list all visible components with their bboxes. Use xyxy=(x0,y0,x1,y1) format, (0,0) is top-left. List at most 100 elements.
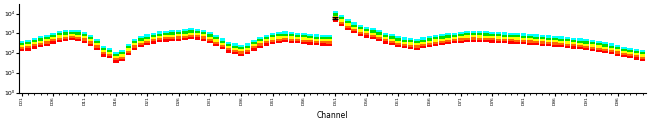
Bar xyxy=(63,32,68,35)
Bar xyxy=(176,32,181,34)
Bar xyxy=(533,39,539,41)
Bar xyxy=(621,46,627,49)
Bar xyxy=(257,43,263,46)
Bar xyxy=(176,30,181,32)
Bar xyxy=(596,48,601,50)
Bar xyxy=(170,30,175,32)
Bar xyxy=(75,32,81,35)
Bar xyxy=(421,46,426,48)
Bar xyxy=(477,31,482,33)
Bar xyxy=(608,48,614,50)
Bar xyxy=(132,43,137,45)
Bar xyxy=(307,40,313,42)
Bar xyxy=(414,48,420,50)
Bar xyxy=(314,37,319,39)
Bar xyxy=(376,32,382,35)
Bar xyxy=(408,45,413,47)
Bar xyxy=(558,43,564,45)
Bar xyxy=(50,41,56,44)
Bar xyxy=(345,19,350,21)
Bar xyxy=(44,44,49,46)
Bar xyxy=(596,43,601,45)
Bar xyxy=(621,49,627,51)
Bar xyxy=(439,36,445,39)
Bar xyxy=(75,30,81,32)
Bar xyxy=(339,22,345,24)
Bar xyxy=(50,37,56,39)
Bar xyxy=(439,41,445,43)
Bar xyxy=(527,43,532,45)
Bar xyxy=(239,45,244,47)
Bar xyxy=(402,37,407,40)
Bar xyxy=(496,36,501,39)
Bar xyxy=(558,39,564,41)
Bar xyxy=(270,35,276,37)
Bar xyxy=(426,36,432,38)
Bar xyxy=(596,45,601,48)
Bar xyxy=(44,39,49,41)
Bar xyxy=(120,50,125,52)
Bar xyxy=(402,44,407,46)
Bar xyxy=(402,46,407,48)
Bar xyxy=(107,54,112,56)
Bar xyxy=(276,36,281,39)
Bar xyxy=(433,35,439,37)
Bar xyxy=(151,41,156,44)
Bar xyxy=(113,52,118,54)
Bar xyxy=(314,34,319,37)
Bar xyxy=(395,45,401,47)
Bar xyxy=(69,36,75,38)
Bar xyxy=(132,48,137,50)
Bar xyxy=(232,50,238,52)
Bar xyxy=(358,31,363,34)
Bar xyxy=(345,23,350,26)
Bar xyxy=(264,37,269,39)
Bar xyxy=(634,57,639,60)
Bar xyxy=(82,32,87,34)
Bar xyxy=(608,43,614,46)
Bar xyxy=(389,36,395,39)
Bar xyxy=(546,40,551,42)
Bar xyxy=(603,46,608,49)
Bar xyxy=(596,41,601,43)
Bar xyxy=(584,44,589,46)
Bar xyxy=(245,50,250,52)
Bar xyxy=(439,34,445,36)
Bar xyxy=(82,34,87,36)
Bar xyxy=(144,39,150,41)
Bar xyxy=(94,48,99,50)
Bar xyxy=(502,34,508,37)
Bar xyxy=(577,43,583,45)
Bar xyxy=(421,40,426,42)
Bar xyxy=(320,39,326,41)
Bar xyxy=(608,52,614,54)
Bar xyxy=(282,40,288,42)
Bar xyxy=(389,39,395,41)
Bar xyxy=(590,47,595,49)
Bar xyxy=(414,39,420,41)
Bar xyxy=(426,41,432,43)
Bar xyxy=(502,41,508,43)
Bar xyxy=(577,45,583,47)
Bar xyxy=(264,41,269,43)
Bar xyxy=(132,45,137,48)
Bar xyxy=(621,53,627,55)
Bar xyxy=(138,45,144,47)
Bar xyxy=(546,38,551,40)
Bar xyxy=(533,34,539,37)
Bar xyxy=(239,51,244,54)
Bar xyxy=(546,35,551,38)
Bar xyxy=(483,36,489,38)
Bar xyxy=(464,38,470,40)
Bar xyxy=(251,40,257,42)
Bar xyxy=(458,41,463,43)
Bar xyxy=(458,36,463,38)
Bar xyxy=(345,26,350,28)
Bar xyxy=(289,41,294,43)
Bar xyxy=(270,37,276,40)
Bar xyxy=(445,40,451,42)
Bar xyxy=(113,58,118,60)
Bar xyxy=(326,44,332,46)
Bar xyxy=(301,33,307,35)
Bar xyxy=(138,38,144,41)
